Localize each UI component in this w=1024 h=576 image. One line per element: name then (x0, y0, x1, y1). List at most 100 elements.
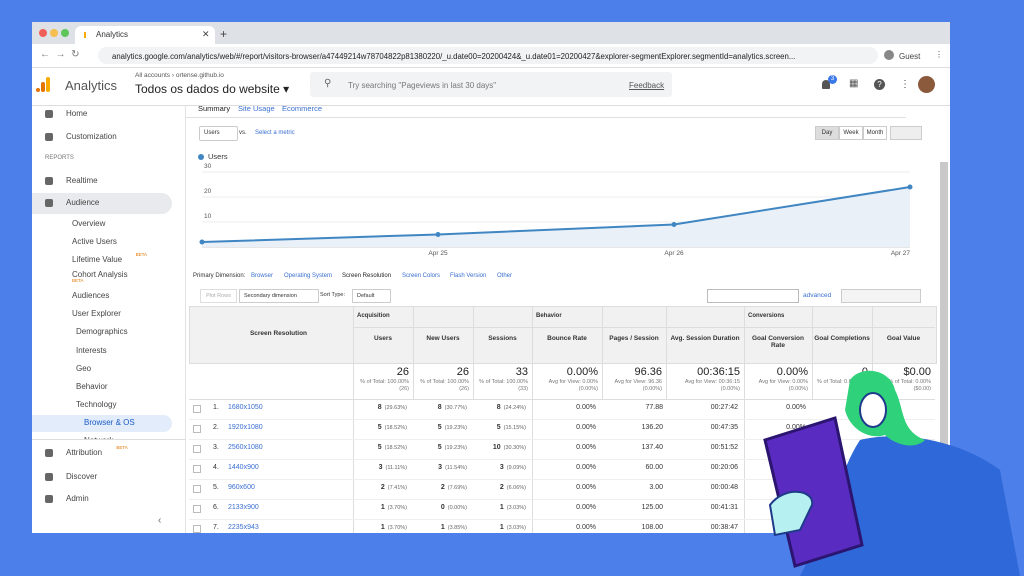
avatar[interactable] (918, 76, 935, 93)
metric: Users (204, 130, 220, 136)
row-index: 7. (213, 524, 219, 531)
nav-item[interactable]: Home (66, 109, 88, 118)
feedback[interactable]: Feedback (629, 81, 665, 90)
dimension-option[interactable]: Browser (251, 273, 274, 279)
tab-close[interactable]: ✕ (202, 29, 210, 39)
total-value: 0.00% (776, 366, 808, 378)
dimension-option[interactable]: Other (497, 273, 513, 279)
row-dimension[interactable]: 2133x900 (228, 504, 259, 511)
dimension-option[interactable]: Operating System (284, 273, 333, 279)
report-tab[interactable]: Summary (198, 104, 231, 113)
tab[interactable] (75, 26, 215, 44)
metric-select[interactable] (199, 126, 238, 141)
secondary-dimension[interactable]: Secondary dimension (239, 289, 319, 303)
column-divider (872, 306, 873, 399)
table-search[interactable] (707, 289, 799, 303)
dimension-option[interactable]: Screen Resolution (342, 273, 392, 279)
metric-cell: 136.20 (641, 424, 663, 431)
total-value: 0.00% (566, 366, 598, 378)
row-dimension[interactable]: 2235x943 (228, 524, 259, 531)
row-checkbox[interactable] (193, 485, 201, 493)
row-checkbox[interactable] (193, 505, 201, 513)
scrollbar (940, 162, 948, 533)
plot-rows[interactable]: Plot Rows (200, 289, 237, 303)
row-dimension[interactable]: 1440x900 (228, 464, 259, 471)
sidebar: Home Customization REPORTS Realtime Audience… (32, 105, 185, 533)
row-checkbox[interactable] (193, 405, 201, 413)
report-tab[interactable]: Site Usage (238, 104, 275, 113)
view-toggles[interactable] (841, 289, 921, 303)
nav-item[interactable]: Browser & OS (84, 418, 135, 427)
nav-item[interactable]: Attribution (66, 448, 103, 457)
dimension-option[interactable]: Flash Version (450, 273, 487, 279)
nav-item[interactable]: Active Users (72, 237, 117, 246)
nav-item[interactable]: Interests (76, 346, 107, 355)
nav-item[interactable]: Demographics (76, 327, 128, 336)
advanced[interactable]: advanced (803, 292, 832, 299)
row-divider (189, 519, 935, 520)
sort-select[interactable]: Default (352, 289, 391, 303)
profile-icon[interactable] (884, 50, 894, 60)
report-tab[interactable]: Ecommerce (282, 104, 323, 113)
min-dot[interactable] (50, 29, 58, 37)
total-note: Avg for View: 0.00% (0.00%) (758, 379, 808, 392)
omnibox[interactable] (98, 47, 878, 64)
metric-share: (19.23%) (444, 425, 467, 431)
group-header: Acquisition (357, 313, 390, 319)
row-checkbox[interactable] (193, 445, 201, 453)
menu[interactable]: ⋮ (935, 50, 943, 59)
row-dimension[interactable]: 1680x1050 (228, 404, 263, 411)
nav-item[interactable]: Overview (72, 219, 106, 228)
nav-item[interactable]: Realtime (66, 176, 98, 185)
nav-item[interactable]: Behavior (76, 382, 108, 391)
group-header: Behavior (536, 313, 562, 319)
legend-label: Users (208, 152, 228, 161)
period-button[interactable]: Week (839, 126, 863, 140)
nav-item[interactable]: Cohort Analysis (72, 270, 128, 279)
collapse[interactable]: ‹ (158, 515, 162, 526)
help[interactable]: ? (874, 79, 885, 90)
nav-item[interactable]: Customization (66, 132, 117, 141)
nav-item[interactable]: Admin (66, 494, 89, 503)
column-divider (666, 306, 667, 399)
close-dot[interactable] (39, 29, 47, 37)
select-metric[interactable]: Select a metric (255, 130, 295, 136)
view-selector[interactable]: Todos os dados do website ▾ (135, 82, 290, 96)
row-dimension[interactable]: 2560x1080 (228, 444, 263, 451)
metric-value: 3 (378, 464, 383, 471)
period-button[interactable]: Day (815, 126, 839, 140)
metric-cell: 3 (9.09%) (468, 464, 526, 471)
more[interactable]: ⋮ (900, 79, 910, 90)
row-checkbox[interactable] (193, 465, 201, 473)
bell[interactable] (822, 80, 830, 89)
nav-item[interactable]: User Explorer (72, 309, 121, 318)
chart-type[interactable] (890, 126, 922, 140)
url: analytics.google.com/analytics/web/#/rep… (112, 52, 796, 61)
row-checkbox[interactable] (193, 525, 201, 533)
nav-item[interactable]: Lifetime Value (72, 255, 123, 264)
dimension-label: Primary Dimension: (193, 273, 246, 279)
max-dot[interactable] (61, 29, 69, 37)
row-checkbox[interactable] (193, 425, 201, 433)
metric-cell: 0.00% (786, 424, 806, 431)
row-dimension[interactable]: 1920x1080 (228, 424, 263, 431)
nav-item[interactable]: Discover (66, 472, 98, 481)
search-box[interactable] (310, 72, 672, 97)
nav-item[interactable]: Technology (76, 400, 117, 409)
metric-cell: 0 (0.00%) (409, 504, 467, 511)
metric-cell: 00:38:47 (710, 524, 738, 531)
nav-buttons[interactable]: ← → ↻ (40, 49, 80, 60)
metric-value: 5 (437, 424, 442, 431)
nav-item[interactable]: Audiences (72, 291, 110, 300)
crumb: All accounts (135, 72, 171, 79)
new-tab[interactable]: + (220, 27, 228, 41)
view-name: Todos os dados do website (135, 82, 280, 96)
nav-item[interactable]: Geo (76, 364, 92, 373)
row-dimension[interactable]: 960x600 (228, 484, 255, 491)
dimension-option[interactable]: Screen Colors (402, 273, 441, 279)
nav-item[interactable]: Audience (66, 198, 100, 207)
nav-icon (45, 473, 53, 481)
period-button[interactable]: Month (863, 126, 887, 140)
apps[interactable]: ▦ (849, 78, 859, 89)
column-header: Users (373, 335, 393, 342)
